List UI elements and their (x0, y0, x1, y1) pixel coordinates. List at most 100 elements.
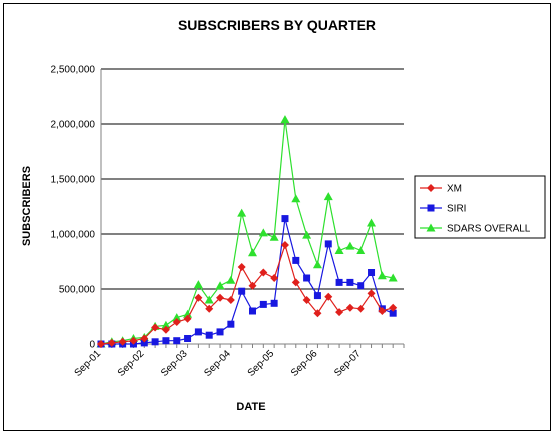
data-point-sdars-overall (215, 281, 225, 290)
data-point-sdars-overall (312, 260, 322, 269)
data-point-sdars-overall (377, 271, 387, 280)
data-point-xm (183, 314, 192, 323)
chart-title: SUBSCRIBERS BY QUARTER (178, 17, 376, 33)
data-point-siri (194, 328, 202, 336)
data-point-xm (356, 304, 365, 313)
y-axis-label: SUBSCRIBERS (21, 166, 33, 246)
data-point-xm (118, 337, 127, 346)
data-point-xm (140, 334, 149, 343)
x-tick-label: Sep-04 (202, 348, 233, 379)
series-line-xm (100, 242, 394, 345)
x-tick-label: Sep-06 (289, 348, 320, 379)
data-point-xm (324, 292, 333, 301)
data-point-siri (303, 274, 311, 282)
data-point-siri (389, 309, 397, 317)
data-point-sdars-overall (269, 232, 279, 241)
data-point-xm (237, 263, 246, 271)
data-point-siri (184, 335, 192, 342)
data-point-sdars-overall (334, 246, 344, 254)
data-point-sdars-overall (302, 230, 312, 239)
data-point-xm (302, 296, 311, 304)
data-point-siri (335, 278, 343, 286)
data-point-xm (129, 336, 138, 345)
data-point-siri (346, 278, 354, 286)
legend-marker-siri (427, 204, 435, 212)
data-point-xm (378, 307, 387, 315)
x-tick-label: Sep-03 (159, 348, 190, 379)
data-point-siri (281, 215, 289, 223)
data-point-siri (238, 287, 246, 295)
x-tick-label: Sep-01 (73, 348, 104, 379)
data-point-sdars-overall (388, 273, 398, 282)
data-point-sdars-overall (226, 275, 236, 284)
x-tick-label: Sep-05 (246, 348, 277, 379)
data-point-siri (162, 337, 170, 345)
x-tick-label: Sep-07 (332, 348, 363, 379)
legend-marker-sdars-overall (426, 223, 436, 232)
data-point-siri (173, 337, 181, 345)
data-point-xm (291, 278, 300, 287)
data-point-xm (313, 309, 322, 318)
legend-label-sdars-overall: SDARS OVERALL (447, 224, 531, 235)
y-tick-label: 2,000,000 (51, 120, 96, 131)
data-point-xm (151, 323, 160, 332)
data-point-xm (226, 296, 235, 304)
data-point-xm (107, 338, 116, 347)
legend-label-siri: SIRI (447, 204, 466, 215)
data-point-xm (335, 308, 344, 317)
data-point-siri (249, 307, 256, 315)
data-point-sdars-overall (291, 194, 301, 203)
legend-label-xm: XM (447, 184, 462, 195)
legend: XM SIRI SDARS OVERALL (414, 175, 546, 239)
data-point-xm (216, 293, 225, 302)
data-point-xm (345, 303, 354, 312)
data-point-sdars-overall (172, 313, 182, 322)
data-point-sdars-overall (345, 241, 355, 250)
data-point-sdars-overall (183, 309, 193, 318)
data-point-sdars-overall (237, 208, 247, 217)
data-point-xm (389, 303, 398, 312)
data-point-siri (151, 338, 159, 346)
data-point-siri (216, 328, 224, 336)
data-point-xm (270, 274, 279, 282)
y-tick-label: 1,000,000 (51, 230, 96, 241)
data-point-sdars-overall (280, 115, 290, 124)
series-line-siri (101, 218, 394, 345)
data-point-sdars-overall (367, 218, 377, 227)
data-point-siri (313, 292, 321, 300)
data-point-siri (324, 240, 332, 248)
data-point-siri (292, 256, 300, 264)
data-point-xm (97, 340, 105, 348)
data-point-xm (367, 289, 376, 298)
x-tick-label: Sep-02 (116, 348, 147, 379)
legend-marker-xm (427, 184, 435, 192)
data-point-xm (161, 325, 170, 334)
data-point-sdars-overall (161, 320, 171, 329)
data-point-siri (227, 320, 235, 328)
data-point-siri (259, 300, 267, 308)
data-point-sdars-overall (258, 228, 268, 237)
data-point-siri (140, 339, 148, 347)
data-point-siri (357, 282, 365, 290)
data-point-sdars-overall (193, 280, 203, 289)
data-point-siri (205, 331, 213, 339)
data-point-xm (259, 268, 268, 277)
data-point-sdars-overall (323, 192, 333, 201)
data-point-xm (172, 318, 181, 326)
y-tick-label: 2,500,000 (51, 65, 96, 76)
data-point-siri (270, 299, 278, 307)
series-line-sdars-overall (100, 119, 394, 345)
data-point-xm (194, 293, 203, 302)
data-point-sdars-overall (356, 246, 366, 254)
data-point-xm (280, 241, 289, 249)
data-point-xm (205, 304, 214, 313)
data-point-sdars-overall (248, 248, 257, 257)
y-tick-label: 500,000 (59, 285, 96, 296)
y-tick-label: 1,500,000 (51, 175, 96, 186)
data-point-xm (248, 281, 257, 290)
data-point-sdars-overall (204, 295, 214, 304)
x-axis-label: DATE (236, 401, 265, 413)
y-tick-label: 0 (89, 340, 95, 351)
data-point-siri (368, 269, 376, 276)
